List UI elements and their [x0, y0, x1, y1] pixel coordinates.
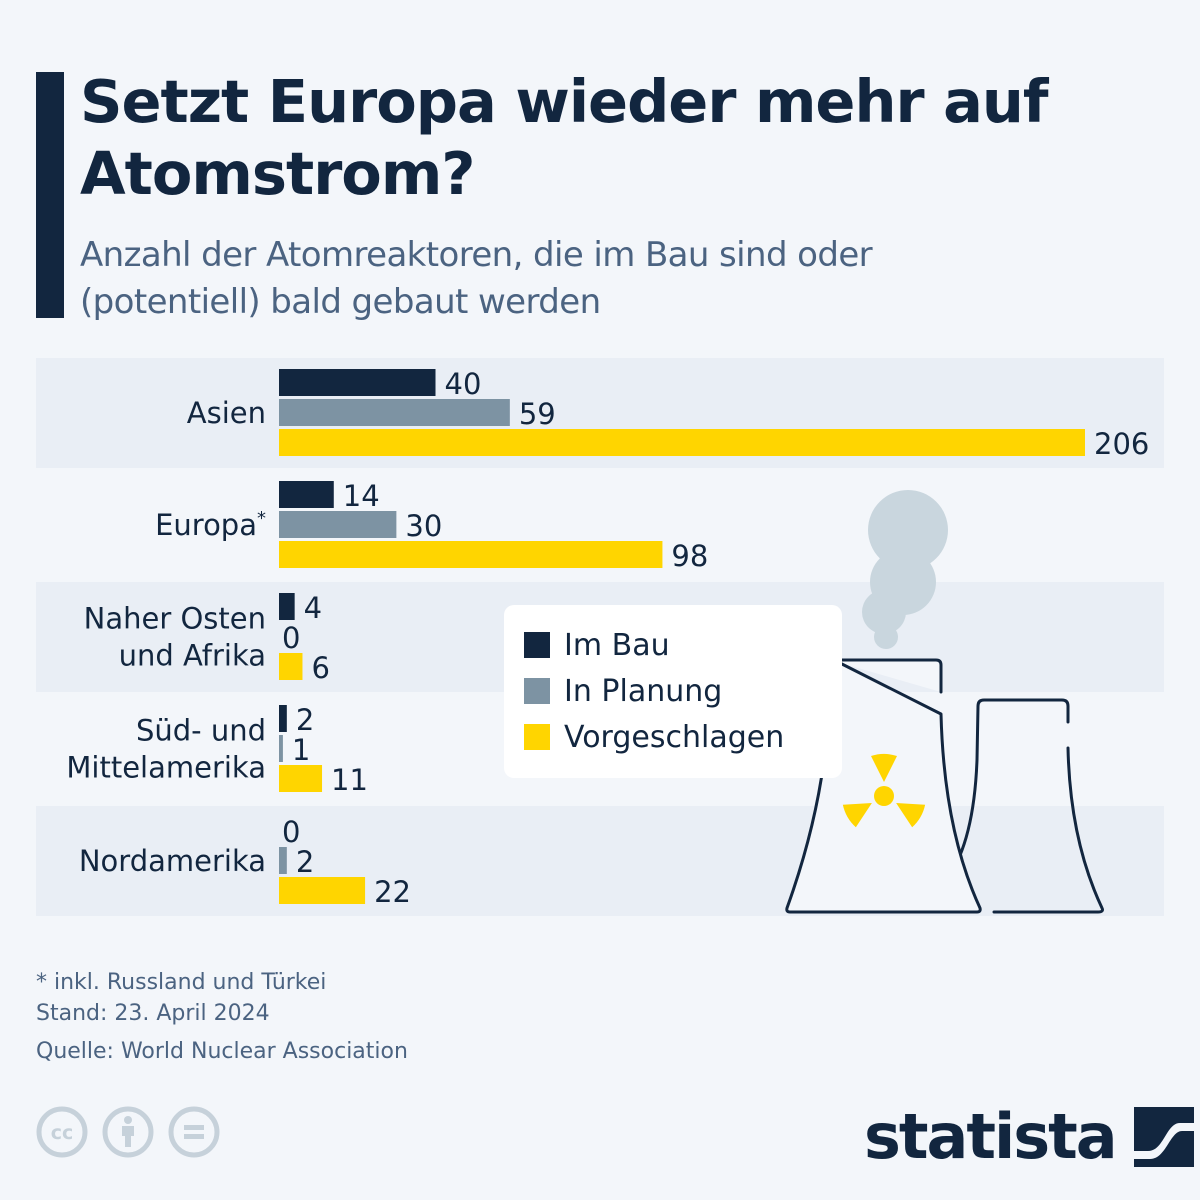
legend-item-vorgeschlagen: Vorgeschlagen — [524, 717, 784, 757]
svg-text:cc: cc — [51, 1122, 74, 1144]
legend-swatch — [524, 678, 550, 704]
bar-in-planung — [279, 511, 397, 538]
category-label: Naher Osten — [84, 602, 266, 636]
bar-in-planung — [279, 847, 287, 874]
data-label: 2 — [296, 845, 314, 879]
source-text: Quelle: World Nuclear Association — [36, 1039, 408, 1064]
attribution-icon[interactable] — [102, 1106, 154, 1158]
legend-swatch — [524, 724, 550, 750]
category-label: und Afrika — [119, 639, 266, 673]
cooling-tower-back-icon — [946, 698, 1104, 914]
page-title: Setzt Europa wieder mehr auf Atomstrom? — [80, 67, 1049, 208]
data-label: 0 — [282, 815, 300, 849]
data-label: 2 — [296, 703, 314, 737]
bar-im-bau — [279, 705, 287, 732]
legend-label: Vorgeschlagen — [564, 719, 785, 755]
category-label: Nordamerika — [79, 844, 266, 878]
data-label: 98 — [671, 539, 708, 573]
category-label: Asien — [187, 396, 266, 430]
data-label: 206 — [1094, 427, 1149, 461]
data-label: 14 — [343, 479, 380, 513]
brand-name: statista — [864, 1100, 1118, 1173]
bar-vorgeschlagen — [279, 653, 303, 680]
bar-vorgeschlagen — [279, 877, 366, 904]
bar-in-planung — [279, 399, 510, 426]
footnote-date: Stand: 23. April 2024 — [36, 1001, 270, 1026]
title-accent-bar — [36, 72, 64, 318]
bar-in-planung — [279, 735, 283, 762]
footnote-note: * inkl. Russland und Türkei — [36, 970, 327, 995]
bar-vorgeschlagen — [279, 429, 1085, 456]
data-label: 40 — [445, 367, 482, 401]
bar-im-bau — [279, 369, 436, 396]
legend-label: In Planung — [564, 673, 723, 709]
bar-vorgeschlagen — [279, 765, 323, 792]
data-label: 30 — [405, 509, 442, 543]
data-label: 0 — [282, 621, 300, 655]
bar-im-bau — [279, 481, 334, 508]
smoke-icon — [862, 490, 948, 649]
category-label: Mittelamerika — [66, 751, 266, 785]
legend-label: Im Bau — [564, 627, 670, 663]
bar-im-bau — [279, 593, 295, 620]
statista-logo-icon — [1133, 1106, 1194, 1167]
data-label: 4 — [304, 591, 322, 625]
radiation-icon — [842, 753, 926, 828]
data-label: 6 — [311, 651, 329, 685]
data-label: 11 — [331, 763, 368, 797]
category-label: Europa* — [155, 508, 266, 542]
bars — [279, 369, 1085, 904]
data-label: 1 — [292, 733, 310, 767]
category-label: Süd- und — [136, 714, 266, 748]
legend-swatch — [524, 632, 550, 658]
license-icons: cc — [36, 1106, 220, 1158]
legend: Im Bau In Planung Vorgeschlagen — [504, 605, 842, 778]
no-derivatives-icon[interactable] — [168, 1106, 220, 1158]
data-label: 22 — [374, 875, 411, 909]
bar-vorgeschlagen — [279, 541, 663, 568]
page-subtitle: Anzahl der Atomreaktoren, die im Bau sin… — [80, 235, 873, 322]
legend-item-im-bau: Im Bau — [524, 625, 670, 665]
legend-item-in-planung: In Planung — [524, 671, 722, 711]
creative-commons-icon[interactable]: cc — [36, 1106, 88, 1158]
data-label: 59 — [519, 397, 556, 431]
statista-logo[interactable]: statista — [864, 1100, 1194, 1173]
